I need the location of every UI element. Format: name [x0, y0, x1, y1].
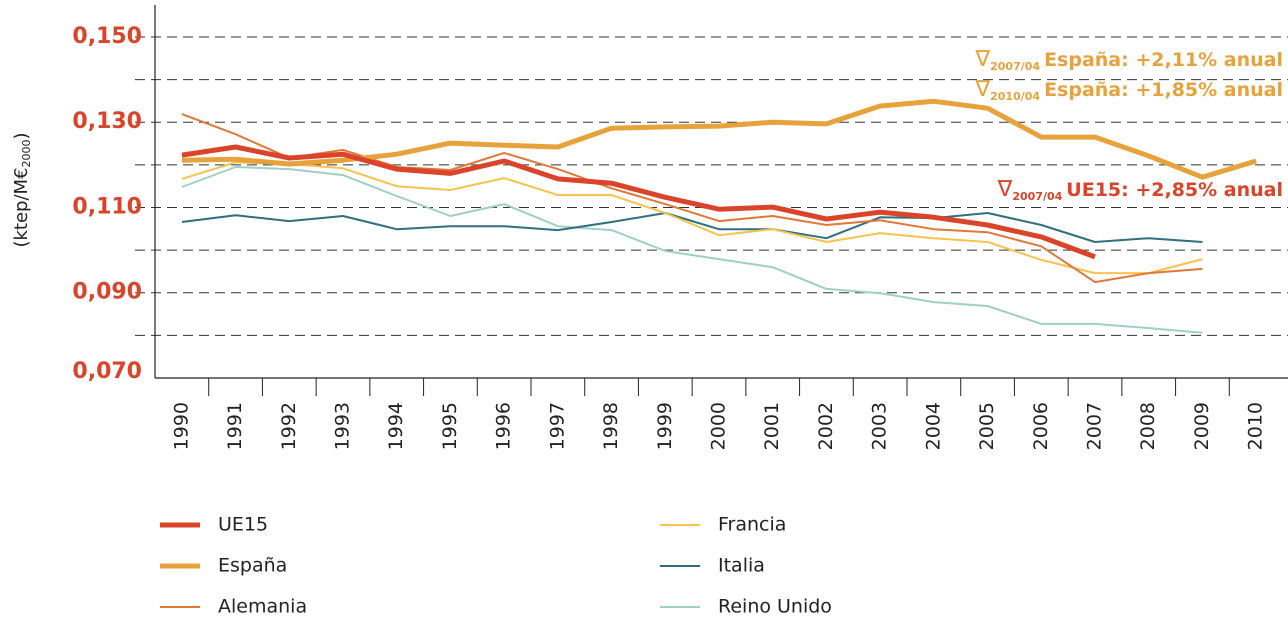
x-tick-label: 2009 [1191, 402, 1213, 450]
y-tick-label: 0,110 [72, 194, 142, 219]
legend-label: UE15 [218, 514, 268, 536]
y-tick-label: 0,090 [72, 280, 142, 305]
x-tick-label: 1998 [600, 402, 622, 450]
x-tick-label: 1991 [224, 402, 246, 450]
annotation: ∇2007/04 UE15: +2,85% anual [997, 177, 1283, 203]
legend-label: Italia [718, 555, 765, 577]
legend-label: Francia [718, 514, 786, 536]
x-tick-label: 2001 [761, 402, 783, 450]
series-line [181, 113, 1203, 284]
annotation-symbol: ∇ [997, 177, 1013, 202]
series-line [181, 161, 1203, 275]
annotation-sub: 2007/04 [1012, 190, 1062, 203]
y-tick-label: 0,150 [72, 24, 142, 49]
x-tick-label: 2004 [922, 402, 944, 450]
series-line [181, 212, 1203, 243]
x-tick-label: 1995 [439, 402, 461, 450]
series-line [181, 98, 1257, 180]
x-tick-label: 1997 [546, 402, 568, 450]
annotation-sub: 2007/04 [990, 60, 1040, 73]
y-tick-label: 0,070 [72, 359, 142, 384]
series-line [181, 166, 1203, 334]
annotation-symbol: ∇ [974, 77, 990, 102]
legend-label: Reino Unido [718, 596, 832, 618]
annotation-sub: 2010/04 [990, 90, 1040, 103]
x-tick-label: 1992 [278, 402, 300, 450]
x-tick-label: 2006 [1030, 402, 1052, 450]
x-tick-label: 1996 [493, 402, 515, 450]
x-tick-label: 1994 [385, 402, 407, 450]
annotation-text: UE15: +2,85% anual [1066, 179, 1283, 201]
x-tick-label: 1993 [332, 402, 354, 450]
y-axis-label: (ktep/M€2000) [11, 132, 33, 247]
y-tick-label: 0,130 [72, 109, 142, 134]
y-label-end: ) [11, 132, 32, 139]
x-tick-label: 2002 [815, 402, 837, 450]
y-label-sub: 2000 [20, 139, 33, 167]
x-tick-label: 2007 [1084, 402, 1106, 450]
x-tick-label: 2005 [976, 402, 998, 450]
series-line [181, 144, 1096, 260]
x-tick-label: 2010 [1245, 402, 1267, 450]
annotation-symbol: ∇ [974, 47, 990, 72]
x-tick-label: 2000 [708, 402, 730, 450]
x-tick-label: 1999 [654, 402, 676, 450]
annotation: ∇2010/04 España: +1,85% anual [974, 77, 1283, 103]
annotation-text: España: +1,85% anual [1044, 79, 1283, 101]
x-tick-label: 2003 [869, 402, 891, 450]
x-tick-label: 2008 [1137, 402, 1159, 450]
annotation-text: España: +2,11% anual [1044, 49, 1283, 71]
y-label-main: (ktep/M€ [11, 167, 32, 247]
legend-label: Alemania [218, 596, 307, 618]
x-tick-label: 1990 [170, 402, 192, 450]
annotation: ∇2007/04 España: +2,11% anual [974, 47, 1283, 73]
legend-label: España [218, 555, 287, 577]
